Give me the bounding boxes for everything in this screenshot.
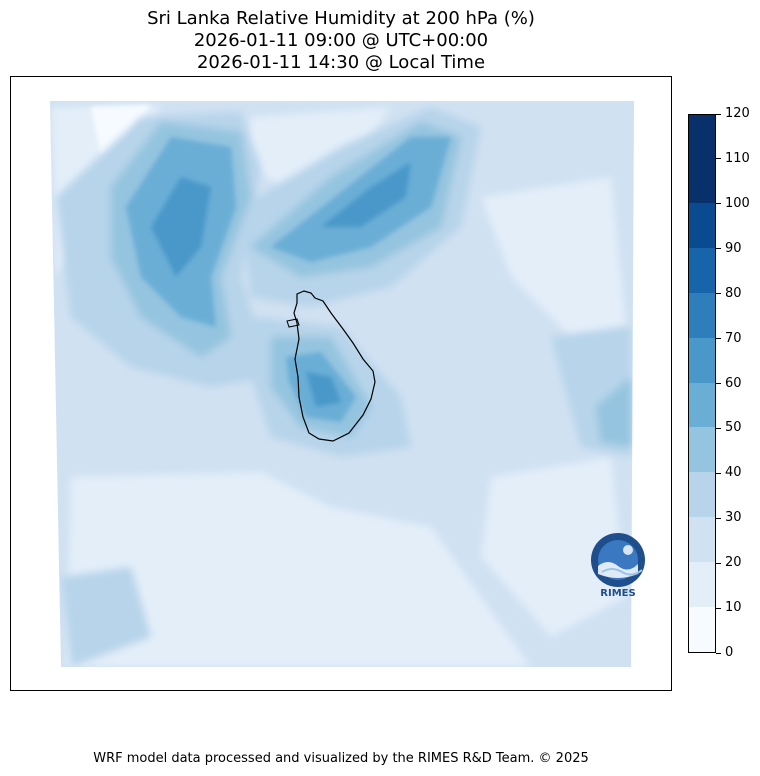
colorbar-segment — [689, 606, 715, 652]
colorbar-tick-label: 80 — [725, 285, 742, 301]
colorbar-tick-label: 90 — [725, 240, 742, 256]
colorbar-tick — [716, 517, 721, 519]
colorbar-tick-label: 100 — [725, 195, 750, 211]
field-darker-core-3 — [306, 372, 341, 407]
colorbar-tick — [716, 158, 721, 160]
colorbar-tick-label: 120 — [725, 106, 750, 121]
colorbar-segment — [689, 247, 715, 293]
colorbar-tick-label: 20 — [725, 555, 742, 571]
field-lightest-patch — [91, 105, 151, 157]
colorbar-tick-label: 50 — [725, 420, 742, 436]
field-mid-southwest — [61, 567, 151, 667]
field-darker-core-1 — [151, 177, 211, 277]
colorbar-tick-label: 30 — [725, 510, 742, 526]
field-light-north — [241, 107, 391, 187]
colorbar-segment — [689, 115, 715, 158]
colorbar-segment — [689, 157, 715, 203]
local-time-subtitle: 2026-01-11 14:30 @ Local Time — [196, 52, 486, 73]
colorbar-segment — [689, 516, 715, 563]
field-medium-east — [596, 377, 631, 447]
colorbar-segment — [689, 202, 715, 248]
colorbar-tick — [716, 383, 721, 384]
colorbar-tick — [716, 293, 721, 295]
colorbar-tick-label: 70 — [725, 330, 742, 346]
colorbar-tick — [716, 472, 721, 474]
colorbar-tick — [716, 652, 721, 654]
colorbar-tick-label: 40 — [725, 465, 742, 481]
rimes-emblem — [591, 533, 645, 587]
map-panel — [10, 76, 672, 691]
colorbar-tick — [716, 113, 721, 115]
colorbar-segment — [689, 382, 715, 428]
rimes-logo-text: RIMES — [600, 588, 636, 599]
sri-lanka-coastline — [293, 290, 376, 442]
colorbar-tick-label: 0 — [725, 645, 734, 660]
colorbar-tick — [716, 562, 721, 564]
field-light-southeast — [481, 457, 626, 637]
field-light-east — [481, 177, 626, 337]
colorbar-tick — [716, 203, 721, 205]
colorbar-segment — [689, 292, 715, 338]
colorbar — [688, 114, 716, 653]
colorbar-segment — [689, 471, 715, 518]
colorbar-tick — [716, 427, 721, 429]
colorbar-tick — [716, 607, 721, 609]
colorbar-tick-label: 60 — [725, 375, 742, 391]
colorbar-tick — [716, 338, 721, 340]
chart-title: Sri Lanka Relative Humidity at 200 hPa (… — [147, 8, 535, 29]
utc-time-subtitle: 2026-01-11 09:00 @ UTC+00:00 — [193, 30, 489, 51]
colorbar-segment — [689, 426, 715, 473]
colorbar-tick — [716, 248, 721, 250]
jaffna-islands-outline — [286, 318, 300, 328]
field-light-southwest — [66, 472, 531, 667]
colorbar-segment — [689, 337, 715, 383]
colorbar-tick-label: 110 — [725, 150, 750, 166]
rimes-logo: RIMES — [588, 530, 648, 602]
colorbar-segment — [689, 561, 715, 608]
colorbar-tick-label: 10 — [725, 600, 742, 616]
footer-credit: WRF model data processed and visualized … — [93, 751, 589, 766]
field-darker-core-2 — [321, 162, 411, 227]
humidity-field-map — [50, 101, 634, 667]
